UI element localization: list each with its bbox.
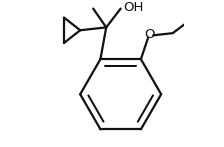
Text: OH: OH xyxy=(124,1,144,14)
Text: O: O xyxy=(144,28,155,41)
